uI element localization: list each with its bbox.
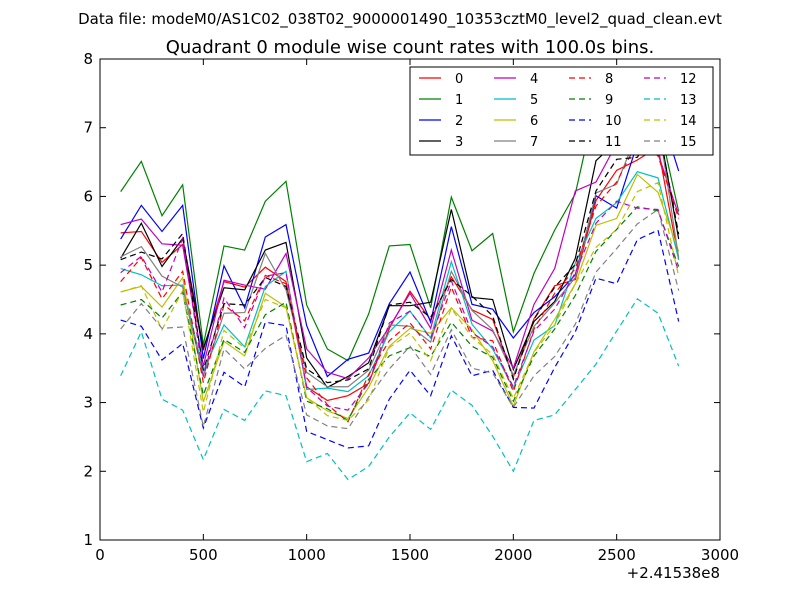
- y-tick-label: 6: [83, 187, 93, 205]
- legend-label-8: 8: [605, 72, 613, 87]
- x-offset-label: +2.41538e8: [627, 564, 720, 582]
- series-line-4: [120, 126, 680, 380]
- series-line-15: [120, 208, 680, 430]
- legend-label-2: 2: [455, 114, 463, 129]
- series-line-5: [120, 170, 680, 393]
- legend-label-0: 0: [455, 72, 463, 87]
- legend-label-9: 9: [605, 93, 613, 108]
- y-tick-label: 3: [83, 394, 93, 412]
- legend-frame: [409, 66, 714, 156]
- y-tick-label: 7: [83, 119, 93, 137]
- legend-label-12: 12: [680, 72, 697, 87]
- x-tick-label: 500: [189, 546, 218, 564]
- legend-label-5: 5: [530, 93, 538, 108]
- y-tick-label: 5: [83, 256, 93, 274]
- legend-label-3: 3: [455, 135, 463, 150]
- x-tick-label: 0: [95, 546, 105, 564]
- x-tick-label: 1500: [391, 546, 429, 564]
- y-tick-label: 2: [83, 462, 93, 480]
- series-line-8: [120, 141, 680, 423]
- legend-label-15: 15: [680, 135, 697, 150]
- x-tick-label: 2000: [494, 546, 532, 564]
- series-line-12: [120, 200, 680, 411]
- figure-suptitle: Data file: modeM0/AS1C02_038T02_90000014…: [78, 10, 722, 29]
- series-line-13: [120, 297, 680, 481]
- series-line-14: [120, 181, 680, 422]
- legend-label-7: 7: [530, 135, 538, 150]
- legend-label-10: 10: [605, 114, 622, 129]
- y-tick-label: 4: [83, 325, 93, 343]
- series-line-10: [120, 229, 680, 449]
- legend-label-14: 14: [680, 114, 697, 129]
- x-tick-label: 1000: [288, 546, 326, 564]
- y-tick-label: 1: [83, 531, 93, 549]
- chart-title: Quadrant 0 module wise count rates with …: [166, 37, 655, 58]
- legend-label-1: 1: [455, 93, 463, 108]
- legend-label-6: 6: [530, 114, 538, 129]
- legend-label-13: 13: [680, 93, 697, 108]
- x-tick-label: 2500: [598, 546, 636, 564]
- series-line-3: [120, 119, 680, 389]
- y-tick-label: 8: [83, 50, 93, 68]
- plot-area: [120, 100, 680, 481]
- series-line-9: [120, 206, 680, 422]
- legend-label-11: 11: [605, 135, 622, 150]
- series-line-6: [120, 173, 680, 420]
- legend-label-4: 4: [530, 72, 538, 87]
- series-line-11: [120, 122, 680, 384]
- x-tick-label: 3000: [701, 546, 739, 564]
